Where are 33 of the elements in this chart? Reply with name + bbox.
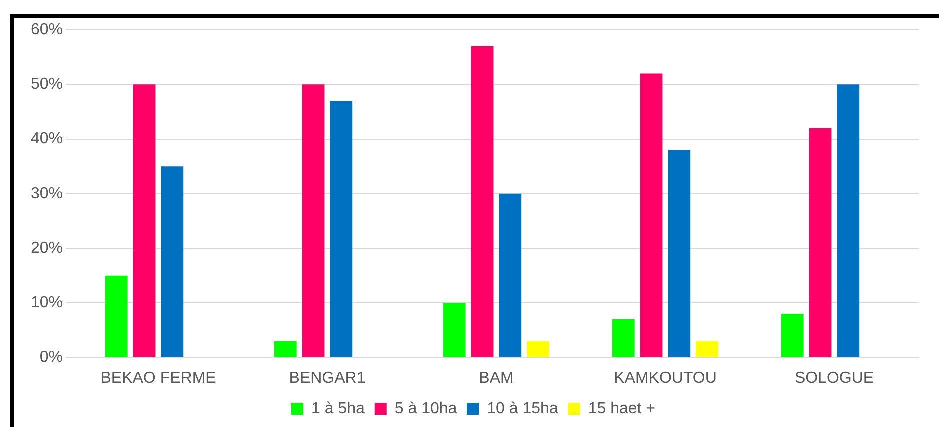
bar: [106, 276, 128, 358]
bar: [444, 303, 466, 358]
x-tick-label: BENGAR1: [289, 370, 366, 387]
legend-label: 5 à 10ha: [394, 400, 458, 418]
bar: [330, 101, 353, 358]
x-tick-label: BAM: [479, 370, 514, 387]
y-tick-label: 60%: [30, 21, 64, 38]
legend-label: 10 à 15ha: [487, 400, 558, 418]
bar: [837, 84, 860, 358]
bar: [640, 74, 663, 358]
bar: [133, 84, 156, 358]
y-tick-label: 40%: [30, 130, 64, 148]
bar: [471, 46, 494, 358]
bar: [782, 314, 804, 358]
bar: [612, 320, 635, 358]
x-tick-label: BEKAO FERME: [100, 370, 216, 387]
bar: [809, 128, 832, 358]
bar: [499, 194, 522, 358]
bar: [527, 341, 550, 358]
y-tick-label: 10%: [30, 294, 64, 312]
y-tick-label: 30%: [30, 185, 64, 202]
legend-label: 15 haet +: [588, 400, 656, 418]
y-tick-label: 0%: [40, 349, 64, 366]
x-tick-label: SOLOGUE: [794, 370, 874, 387]
y-tick-label: 20%: [30, 240, 64, 257]
bar: [161, 166, 184, 358]
x-tick-label: KAMKOUTOU: [614, 370, 717, 387]
bar: [696, 341, 718, 358]
y-tick-label: 50%: [30, 76, 64, 94]
legend-label: 1 à 5ha: [311, 400, 365, 418]
bar: [274, 341, 297, 358]
bar: [668, 150, 691, 358]
bar: [302, 84, 325, 358]
